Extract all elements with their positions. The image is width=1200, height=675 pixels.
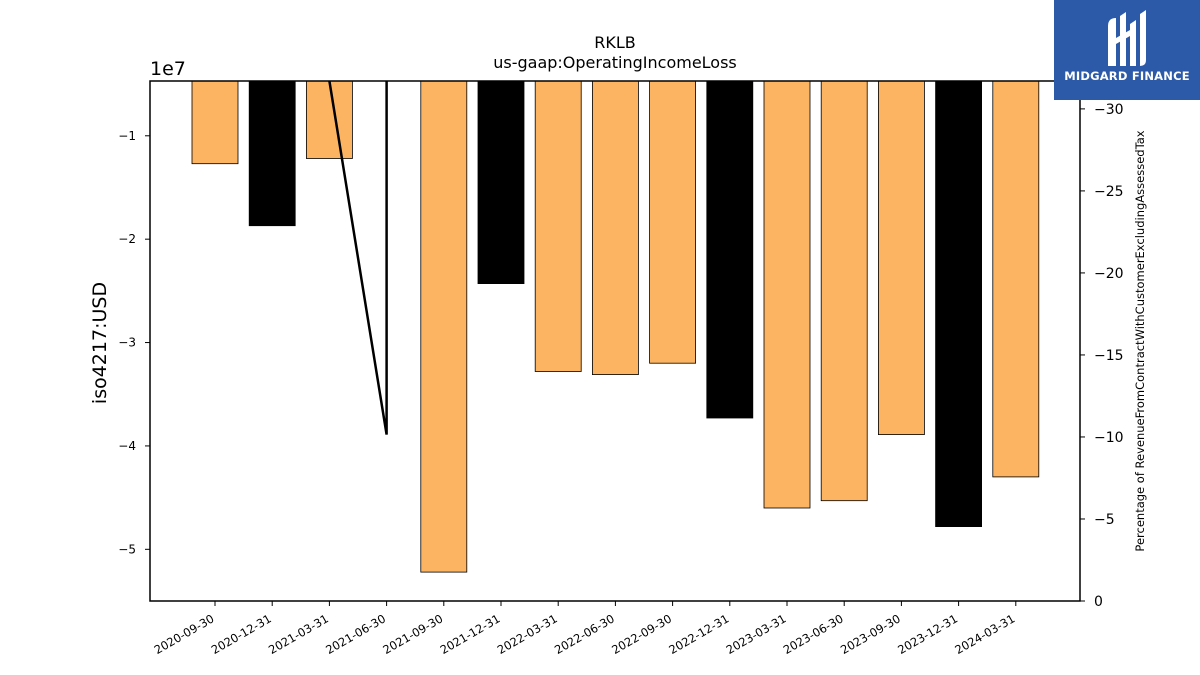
logo-mark-icon <box>1108 10 1146 66</box>
x-tick-label: 2022-09-30 <box>609 611 674 657</box>
y-tick-label: −4 <box>118 439 136 453</box>
logo: MIDGARD FINANCE <box>1054 0 1200 100</box>
bar <box>992 80 1040 478</box>
chart-subtitle: us-gaap:OperatingIncomeLoss <box>493 53 737 72</box>
x-tick-label: 2020-12-31 <box>209 611 274 657</box>
bar <box>191 80 239 165</box>
plot-frame <box>149 80 1081 602</box>
y2-tick-label: −5 <box>1094 512 1115 528</box>
bar <box>649 80 696 364</box>
series-line <box>328 80 388 435</box>
x-tick-label: 2022-12-31 <box>666 611 731 657</box>
x-tick-label: 2023-06-30 <box>781 611 846 657</box>
bar <box>935 80 982 528</box>
y2-tick-label: 0 <box>1094 594 1103 610</box>
logo-text: MIDGARD FINANCE <box>1064 69 1190 83</box>
x-tick-label: 2021-06-30 <box>323 611 388 657</box>
y2-tick-label: −15 <box>1094 348 1124 364</box>
bar <box>477 80 525 285</box>
x-tick-label: 2020-09-30 <box>152 611 217 657</box>
x-tick-label: 2021-09-30 <box>380 611 445 657</box>
x-tick-label: 2021-12-31 <box>438 611 503 657</box>
chart-title: RKLB <box>594 33 636 52</box>
y-offset-label: 1e7 <box>150 58 186 80</box>
y-axis-label: iso4217:USD <box>89 282 111 404</box>
x-tick-label: 2022-03-31 <box>495 611 560 657</box>
bar <box>420 80 468 573</box>
x-tick-label: 2023-09-30 <box>838 611 903 657</box>
x-tick-label: 2024-03-31 <box>952 611 1017 657</box>
y2-tick-label: −30 <box>1094 102 1124 118</box>
bar <box>248 80 296 227</box>
bar <box>534 80 582 372</box>
x-tick-label: 2023-12-31 <box>895 611 960 657</box>
bar <box>592 80 639 376</box>
y-tick-label: −3 <box>118 336 136 350</box>
x-tick-label: 2022-06-30 <box>552 611 617 657</box>
bar <box>763 80 811 509</box>
y-tick-label: −2 <box>118 232 136 246</box>
y2-tick-label: −10 <box>1094 430 1124 446</box>
y2-tick-label: −25 <box>1094 184 1124 200</box>
y2-axis-label: Percentage of RevenueFromContractWithCus… <box>1133 130 1147 551</box>
x-tick-label: 2021-03-31 <box>266 611 331 657</box>
bar <box>878 80 925 436</box>
y-tick-label: −1 <box>118 129 136 143</box>
x-tick-label: 2023-03-31 <box>724 611 789 657</box>
bar <box>305 80 353 159</box>
y2-tick-label: −20 <box>1094 266 1124 282</box>
bar <box>706 80 754 419</box>
y-tick-label: −5 <box>118 542 136 556</box>
bar <box>820 80 868 502</box>
